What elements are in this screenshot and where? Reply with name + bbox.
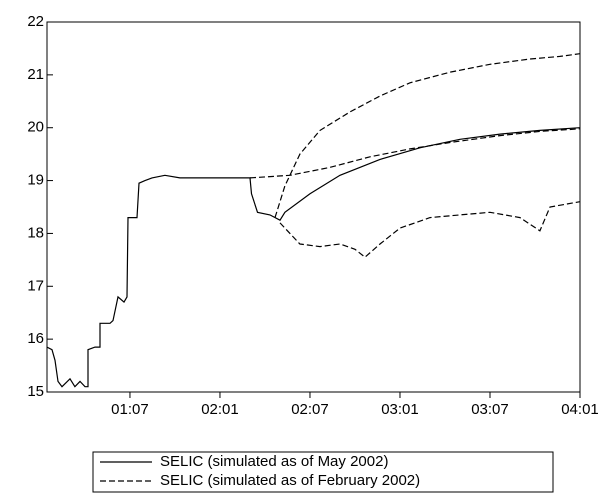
legend-box — [92, 451, 554, 493]
series-line — [249, 128, 581, 179]
y-tick-label: 18 — [27, 224, 44, 241]
plot-frame — [46, 21, 581, 393]
x-tick-label: 04:01 — [561, 401, 599, 418]
x-tick-label: 03:01 — [381, 401, 419, 418]
y-tick-label: 21 — [27, 66, 44, 83]
y-tick-label: 15 — [27, 383, 44, 400]
legend-label: SELIC (simulated as of February 2002) — [160, 472, 420, 489]
x-tick-label: 03:07 — [471, 401, 509, 418]
y-tick-label: 20 — [27, 119, 44, 136]
x-tick-label: 02:07 — [291, 401, 329, 418]
series-line — [46, 127, 581, 388]
y-tick-label: 16 — [27, 330, 44, 347]
x-tick-label: 01:07 — [111, 401, 149, 418]
series-line — [274, 53, 581, 218]
x-tick-label: 02:01 — [201, 401, 239, 418]
y-tick-label: 22 — [27, 13, 44, 30]
legend-label: SELIC (simulated as of May 2002) — [160, 453, 388, 470]
series-line — [279, 201, 581, 258]
y-tick-label: 19 — [27, 172, 44, 189]
y-tick-label: 17 — [27, 277, 44, 294]
